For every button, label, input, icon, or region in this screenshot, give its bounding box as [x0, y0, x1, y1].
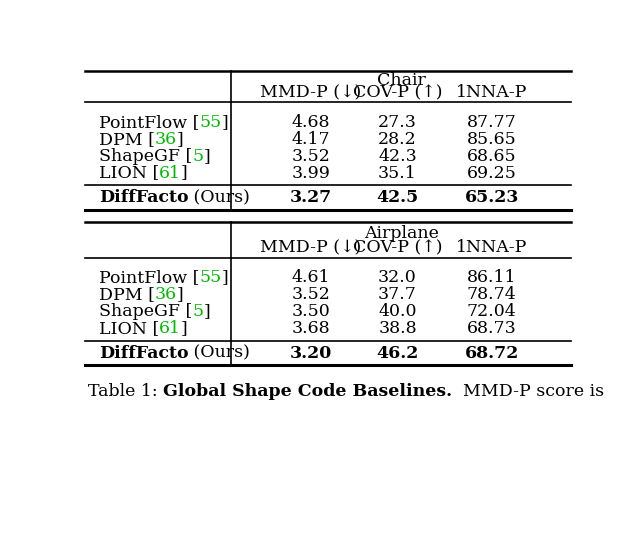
- Text: 42.3: 42.3: [378, 147, 417, 165]
- Text: 28.2: 28.2: [378, 131, 417, 148]
- Text: 40.0: 40.0: [378, 303, 417, 320]
- Text: 4.61: 4.61: [291, 269, 330, 286]
- Text: ]: ]: [177, 286, 184, 303]
- Text: (Ours): (Ours): [188, 345, 250, 362]
- Text: DPM [: DPM [: [99, 131, 155, 148]
- Text: 68.65: 68.65: [467, 147, 516, 165]
- Text: 27.3: 27.3: [378, 114, 417, 131]
- Text: ]: ]: [204, 303, 210, 320]
- Text: ]: ]: [181, 320, 188, 337]
- Text: 32.0: 32.0: [378, 269, 417, 286]
- Text: COV-P (↑): COV-P (↑): [353, 239, 442, 256]
- Text: 72.04: 72.04: [467, 303, 516, 320]
- Text: Airplane: Airplane: [364, 225, 438, 243]
- Text: 3.52: 3.52: [291, 147, 330, 165]
- Text: DiffFacto: DiffFacto: [99, 345, 188, 362]
- Text: 3.99: 3.99: [291, 165, 330, 182]
- Text: ]: ]: [181, 165, 188, 182]
- Text: 68.72: 68.72: [465, 345, 519, 362]
- Text: 1NNA-P: 1NNA-P: [456, 84, 527, 102]
- Text: 61: 61: [159, 165, 181, 182]
- Text: 61: 61: [159, 320, 181, 337]
- Text: 46.2: 46.2: [376, 345, 419, 362]
- Text: COV-P (↑): COV-P (↑): [353, 84, 442, 102]
- Text: LION [: LION [: [99, 320, 159, 337]
- Text: 78.74: 78.74: [467, 286, 516, 303]
- Text: 35.1: 35.1: [378, 165, 417, 182]
- Text: Chair: Chair: [377, 72, 426, 89]
- Text: 5: 5: [192, 147, 204, 165]
- Text: DPM [: DPM [: [99, 286, 155, 303]
- Text: Table 1:: Table 1:: [88, 384, 163, 400]
- Text: ShapeGF [: ShapeGF [: [99, 303, 192, 320]
- Text: ShapeGF [: ShapeGF [: [99, 147, 192, 165]
- Text: 55: 55: [199, 114, 221, 131]
- Text: 37.7: 37.7: [378, 286, 417, 303]
- Text: 3.52: 3.52: [291, 286, 330, 303]
- Text: DiffFacto: DiffFacto: [99, 189, 188, 206]
- Text: MMD-P (↓): MMD-P (↓): [260, 84, 361, 102]
- Text: (Ours): (Ours): [188, 189, 250, 206]
- Text: 3.27: 3.27: [289, 189, 332, 206]
- Text: 5: 5: [192, 303, 204, 320]
- Text: 36: 36: [155, 286, 177, 303]
- Text: PointFlow [: PointFlow [: [99, 269, 199, 286]
- Text: 1NNA-P: 1NNA-P: [456, 239, 527, 256]
- Text: 38.8: 38.8: [378, 320, 417, 337]
- Text: 65.23: 65.23: [465, 189, 519, 206]
- Text: 3.68: 3.68: [291, 320, 330, 337]
- Text: 86.11: 86.11: [467, 269, 516, 286]
- Text: 4.17: 4.17: [291, 131, 330, 148]
- Text: 68.73: 68.73: [467, 320, 516, 337]
- Text: 36: 36: [155, 131, 177, 148]
- Text: Global Shape Code Baselines.: Global Shape Code Baselines.: [163, 384, 452, 400]
- Text: MMD-P score is: MMD-P score is: [452, 384, 604, 400]
- Text: 69.25: 69.25: [467, 165, 516, 182]
- Text: 3.20: 3.20: [289, 345, 332, 362]
- Text: PointFlow [: PointFlow [: [99, 114, 199, 131]
- Text: ]: ]: [204, 147, 210, 165]
- Text: 42.5: 42.5: [376, 189, 419, 206]
- Text: 87.77: 87.77: [467, 114, 516, 131]
- Text: MMD-P (↓): MMD-P (↓): [260, 239, 361, 256]
- Text: 4.68: 4.68: [291, 114, 330, 131]
- Text: LION [: LION [: [99, 165, 159, 182]
- Text: 55: 55: [199, 269, 221, 286]
- Text: 85.65: 85.65: [467, 131, 516, 148]
- Text: ]: ]: [221, 269, 228, 286]
- Text: ]: ]: [221, 114, 228, 131]
- Text: ]: ]: [177, 131, 184, 148]
- Text: 3.50: 3.50: [291, 303, 330, 320]
